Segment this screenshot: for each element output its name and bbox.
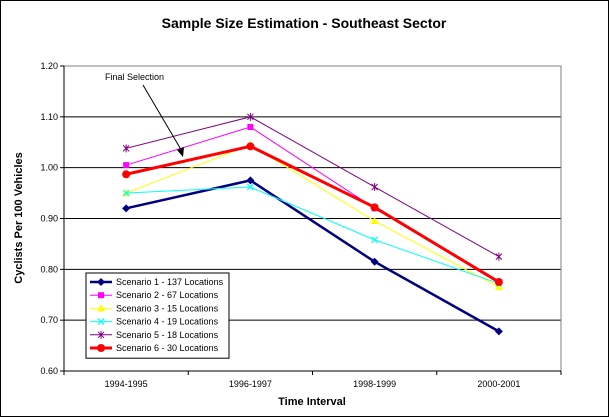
x-axis-ticks: 1994-1995 1996-1997 1998-1999 2000-2001 <box>63 370 562 389</box>
legend-3-point <box>97 304 105 312</box>
y-tick-label: 1.00 <box>40 163 58 173</box>
series-1-point <box>370 257 379 266</box>
series-3-point <box>494 283 503 291</box>
y-tick-label: 0.90 <box>40 214 58 224</box>
series-3-point <box>370 217 379 225</box>
y-tick-label: 1.10 <box>40 112 58 122</box>
series-5-point <box>122 144 130 153</box>
series-4-point <box>122 189 130 197</box>
y-tick-label: 0.70 <box>40 315 58 325</box>
y-tick-label: 1.20 <box>40 61 58 71</box>
legend-label: Scenario 4 - 19 Locations <box>116 317 219 327</box>
series-5-line <box>126 116 500 258</box>
series-6 <box>122 142 503 287</box>
series-6-point <box>370 203 379 212</box>
y-axis-ticks: 0.60 0.70 0.80 0.90 1.00 1.10 1.20 <box>40 61 65 376</box>
series-2-point <box>123 162 130 169</box>
y-tick-label: 0.80 <box>40 264 58 274</box>
series-4 <box>122 183 503 287</box>
legend-item: Scenario 1 - 137 Locations <box>90 277 224 287</box>
series-2-point <box>247 124 254 130</box>
series-5 <box>122 112 503 261</box>
x-tick-label: 1994-1995 <box>105 379 148 389</box>
legend-6-point <box>97 344 105 352</box>
legend-label: Scenario 3 - 15 Locations <box>116 303 219 313</box>
legend-item: Scenario 2 - 67 Locations <box>90 290 219 300</box>
legend-item: Scenario 4 - 19 Locations <box>90 317 219 327</box>
annotation-text: Final Selection <box>105 72 164 82</box>
series-1 <box>122 176 503 336</box>
series-6-point <box>122 170 131 179</box>
series-1-point <box>122 204 131 213</box>
legend-label: Scenario 6 - 30 Locations <box>116 343 219 353</box>
x-tick-label: 1998-1999 <box>353 379 396 389</box>
y-axis-title: Cyclists Per 100 Vehicles <box>13 152 25 283</box>
legend-item: Scenario 6 - 30 Locations <box>90 343 219 353</box>
series-5-point <box>495 252 503 261</box>
series-1-point <box>494 327 503 336</box>
series-4-line <box>126 186 500 285</box>
series-4-point <box>371 236 379 244</box>
series-5-point <box>371 182 378 191</box>
series-1-point <box>246 176 255 185</box>
series-layer <box>122 112 503 336</box>
legend-label: Scenario 1 - 137 Locations <box>116 277 224 287</box>
x-tick-label: 1996-1997 <box>229 379 272 389</box>
legend-item: Scenario 3 - 15 Locations <box>90 303 219 313</box>
legend-item: Scenario 5 - 18 Locations <box>90 330 219 340</box>
legend-4-point <box>97 318 105 326</box>
annotation-arrowhead <box>177 147 184 157</box>
legend-label: Scenario 5 - 18 Locations <box>116 330 219 340</box>
chart-title: Sample Size Estimation - Southeast Secto… <box>162 15 447 31</box>
annotation: Final Selection <box>105 72 184 157</box>
series-3-line <box>125 144 500 288</box>
series-1-line <box>125 179 500 333</box>
series-5-point <box>247 112 254 121</box>
legend: Scenario 1 - 137 Locations Scenario 2 - 6… <box>85 272 230 359</box>
series-6-point <box>494 278 503 287</box>
x-tick-label: 2000-2001 <box>477 379 520 389</box>
x-axis-title: Time Interval <box>278 396 346 408</box>
series-4-point <box>246 183 254 191</box>
annotation-arrow <box>142 84 184 154</box>
legend-2-point <box>98 292 104 299</box>
series-6-line <box>125 144 500 284</box>
y-tick-label: 0.60 <box>40 366 58 376</box>
series-6-point <box>246 142 255 151</box>
legend-5-point <box>97 330 105 339</box>
legend-label: Scenario 2 - 67 Locations <box>116 290 219 300</box>
legend-1-point <box>97 278 105 286</box>
legend-box <box>85 272 230 359</box>
